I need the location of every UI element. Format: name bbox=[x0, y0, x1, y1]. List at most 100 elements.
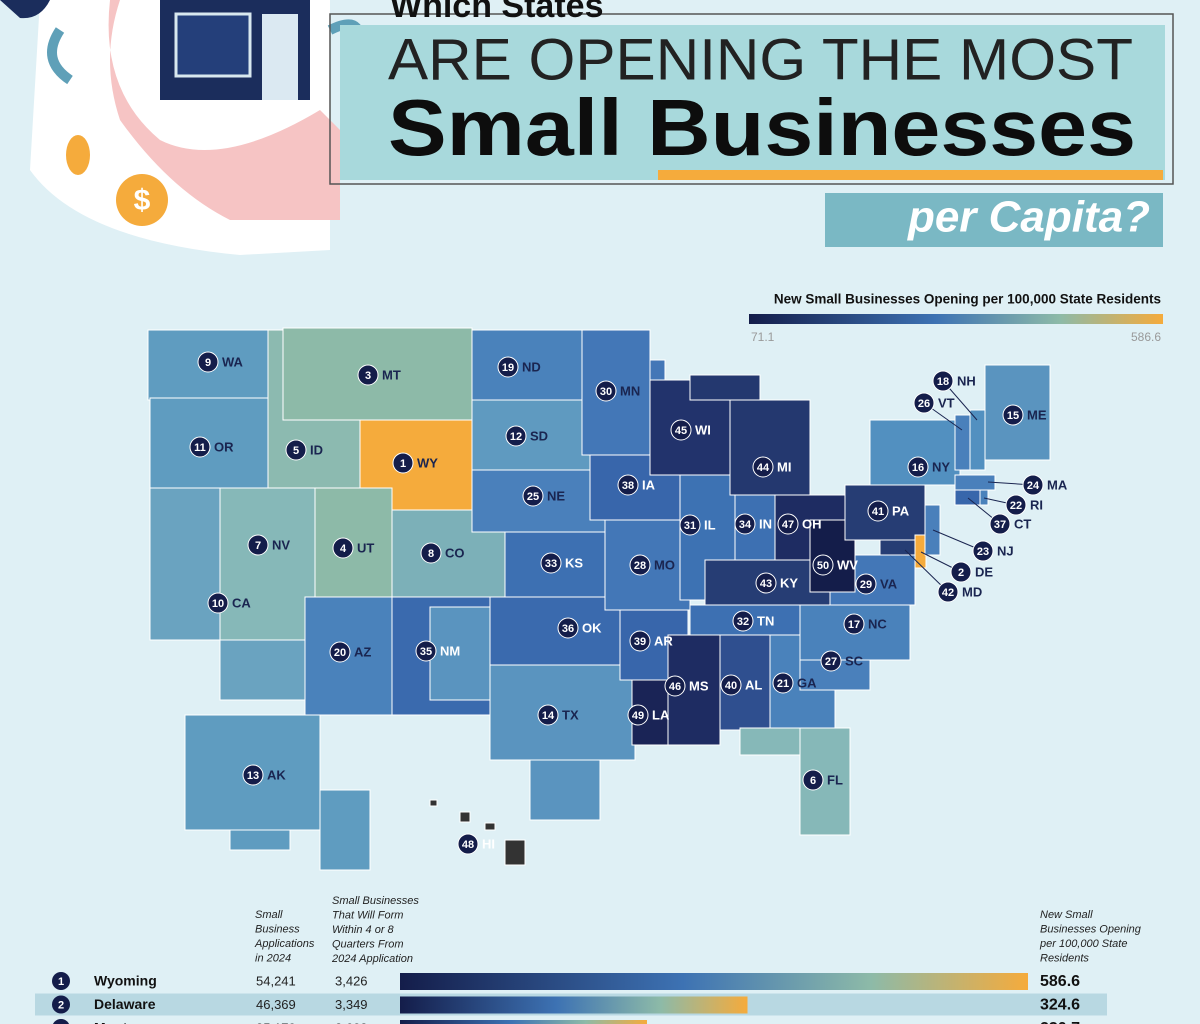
state-rank: 16 bbox=[912, 462, 924, 474]
state-abbr: MS bbox=[689, 678, 709, 693]
state-rank: 17 bbox=[848, 619, 860, 631]
state-rank: 4 bbox=[340, 543, 347, 555]
state-rank: 9 bbox=[205, 357, 211, 369]
rank-badge bbox=[752, 456, 774, 478]
state-rank: 13 bbox=[247, 770, 259, 782]
state-rank: 28 bbox=[634, 560, 646, 572]
rank-badge bbox=[734, 513, 756, 535]
state-shape bbox=[459, 811, 471, 823]
state-rank: 41 bbox=[872, 506, 884, 518]
svg-text:$: $ bbox=[134, 184, 151, 217]
state-abbr: UT bbox=[357, 540, 374, 555]
column-header: per 100,000 State bbox=[1039, 938, 1127, 950]
state-shape bbox=[809, 519, 856, 593]
state-rank: 11 bbox=[194, 442, 206, 454]
legend-gradient bbox=[749, 314, 1163, 324]
ranking-table: Small Business Applications in 2024 Small Bu… bbox=[35, 895, 1142, 1024]
state-rank: 6 bbox=[810, 775, 816, 787]
state-abbr: OK bbox=[582, 620, 602, 635]
state-abbr: CT bbox=[1014, 516, 1031, 531]
column-header: Small bbox=[255, 909, 283, 921]
title-underline bbox=[658, 170, 1163, 180]
state-abbr: WI bbox=[695, 422, 711, 437]
rank-badge bbox=[617, 474, 639, 496]
title-line3: Small Businesses bbox=[388, 83, 1136, 172]
rank-badge bbox=[285, 439, 307, 461]
rank-badge bbox=[415, 640, 437, 662]
state-abbr: VA bbox=[880, 576, 898, 591]
state-abbr: KS bbox=[565, 555, 583, 570]
state-rank: 1 bbox=[400, 458, 406, 470]
column-header: Applications bbox=[254, 938, 315, 950]
column-header: New Small bbox=[1040, 909, 1093, 921]
row-formations: 2,603 bbox=[335, 1020, 368, 1024]
state-abbr: NM bbox=[440, 643, 460, 658]
state-abbr: CO bbox=[445, 545, 465, 560]
rank-badge bbox=[497, 356, 519, 378]
header-band bbox=[340, 25, 1165, 180]
rank-badge bbox=[52, 995, 70, 1014]
rank-badge bbox=[1005, 494, 1027, 516]
state-abbr: TX bbox=[562, 707, 579, 722]
state-rank: 36 bbox=[562, 623, 574, 635]
state-shape bbox=[319, 789, 371, 871]
state-rank: 7 bbox=[255, 540, 261, 552]
row-rank: 1 bbox=[58, 976, 64, 988]
state-abbr: LA bbox=[652, 707, 670, 722]
state-rank: 42 bbox=[942, 587, 954, 599]
rank-badge bbox=[52, 1019, 70, 1024]
state-rank: 33 bbox=[545, 558, 557, 570]
state-shape bbox=[879, 539, 916, 556]
state-rank: 21 bbox=[777, 678, 789, 690]
state-abbr: RI bbox=[1030, 497, 1043, 512]
state-abbr: WV bbox=[837, 557, 858, 572]
state-rank: 37 bbox=[994, 519, 1006, 531]
state-shape bbox=[719, 634, 771, 731]
state-shape bbox=[869, 419, 961, 486]
rank-badge bbox=[357, 364, 379, 386]
state-rank: 12 bbox=[510, 431, 522, 443]
rank-badge bbox=[1022, 474, 1044, 496]
state-abbr: KY bbox=[780, 575, 798, 590]
state-abbr: TN bbox=[757, 613, 774, 628]
state-abbr: NH bbox=[957, 373, 976, 388]
state-rank: 18 bbox=[937, 376, 949, 388]
state-abbr: AR bbox=[654, 633, 673, 648]
rank-badge bbox=[505, 425, 527, 447]
state-rank: 31 bbox=[684, 520, 696, 532]
rank-badge bbox=[332, 537, 354, 559]
row-state: Delaware bbox=[94, 996, 156, 1012]
column-header: That Will Form bbox=[332, 909, 403, 921]
state-shape bbox=[429, 799, 438, 807]
state-shape bbox=[979, 489, 989, 506]
state-rank: 5 bbox=[293, 445, 299, 457]
state-shape bbox=[729, 399, 811, 496]
state-shape bbox=[429, 606, 491, 701]
state-shape bbox=[954, 414, 971, 471]
state-abbr: MD bbox=[962, 584, 982, 599]
rank-badge bbox=[772, 672, 794, 694]
row-rank: 2 bbox=[58, 999, 64, 1011]
state-shape bbox=[529, 759, 601, 821]
row-bar bbox=[400, 1020, 647, 1024]
title-line2: ARE OPENING THE MOST bbox=[388, 27, 1133, 92]
state-rank: 48 bbox=[462, 839, 474, 851]
state-abbr: NC bbox=[868, 616, 887, 631]
rank-badge bbox=[242, 764, 264, 786]
state-rank: 45 bbox=[675, 425, 687, 437]
state-shape bbox=[489, 596, 626, 666]
state-shape bbox=[954, 489, 981, 506]
state-rank: 44 bbox=[757, 462, 770, 474]
state-abbr: FL bbox=[827, 772, 843, 787]
rank-badge bbox=[950, 561, 972, 583]
state-rank: 47 bbox=[782, 519, 794, 531]
row-formations: 3,349 bbox=[335, 997, 368, 1012]
state-rank: 15 bbox=[1007, 410, 1019, 422]
state-rank: 2 bbox=[958, 567, 964, 579]
header-frame bbox=[329, 13, 1174, 185]
map: 9 WA 11 OR 10 CA 7 NV 5 ID 3 MT 1 WY 4 UT 8 CO 20 AZ 35 NM 19 N… bbox=[147, 327, 1068, 871]
state-abbr: PA bbox=[892, 503, 910, 518]
state-abbr: NJ bbox=[997, 543, 1014, 558]
column-header: 2024 Application bbox=[331, 953, 413, 965]
rank-badge bbox=[664, 675, 686, 697]
